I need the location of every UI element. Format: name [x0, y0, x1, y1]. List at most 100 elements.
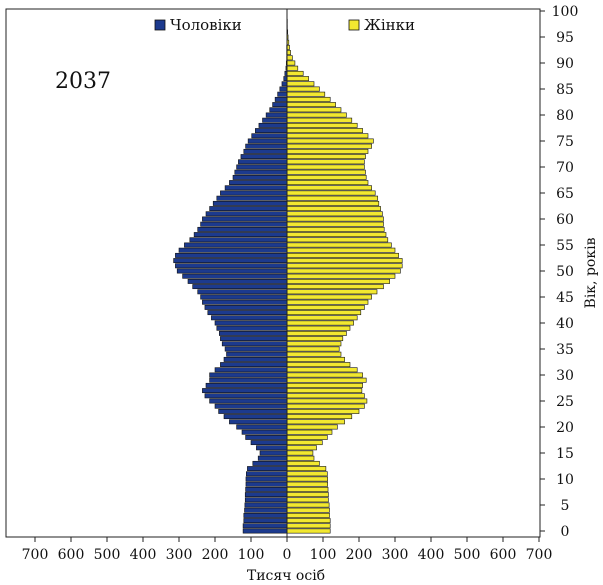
- bar-male-age-36: [221, 341, 288, 347]
- bar-male-age-67: [229, 180, 288, 186]
- bar-female-age-22: [286, 414, 353, 420]
- x-tick-label: 500: [94, 547, 121, 563]
- bar-female-age-35: [286, 346, 340, 352]
- bar-male-age-8: [245, 486, 288, 492]
- bar-female-age-78: [286, 122, 358, 128]
- x-tick-label: 400: [130, 547, 157, 563]
- bar-male-age-51: [175, 263, 288, 269]
- bar-female-age-14: [286, 455, 315, 461]
- bar-female-age-90: [286, 60, 296, 66]
- bar-female-age-41: [286, 315, 358, 321]
- bar-female-age-21: [286, 419, 345, 425]
- bar-female-age-24: [286, 403, 365, 409]
- bar-female-age-85: [286, 86, 320, 92]
- bar-male-age-21: [229, 419, 288, 425]
- x-tick-label: 400: [418, 547, 445, 563]
- y-tick-label: 0: [561, 524, 570, 540]
- bar-male-age-20: [236, 424, 288, 430]
- bar-male-age-22: [223, 414, 288, 420]
- bar-male-age-4: [244, 507, 288, 513]
- bar-male-age-29: [209, 377, 288, 383]
- bar-female-age-46: [286, 289, 378, 295]
- bar-male-age-74: [245, 143, 288, 149]
- bar-male-age-79: [262, 117, 288, 123]
- bar-female-age-16: [286, 445, 317, 451]
- bar-male-age-9: [245, 481, 288, 487]
- y-axis-ticks: 0 5 10 15 20 25 30 35 40 45 50 55 60 65 70 75 80 85 90 95 10…: [540, 4, 578, 540]
- bar-male-age-77: [255, 128, 288, 134]
- y-tick-label: 55: [556, 238, 574, 254]
- y-tick-label: 45: [556, 290, 574, 306]
- x-tick-label: 300: [382, 547, 409, 563]
- bar-male-age-34: [226, 351, 288, 357]
- bar-female-age-38: [286, 330, 347, 336]
- bar-male-age-2: [243, 518, 288, 524]
- bar-female-age-9: [286, 481, 328, 487]
- bar-male-age-7: [244, 492, 288, 498]
- bar-male-age-27: [202, 388, 288, 394]
- bar-male-age-72: [240, 154, 288, 160]
- bar-female-age-19: [286, 429, 333, 435]
- bar-female-age-80: [286, 112, 347, 118]
- bar-female-age-86: [286, 81, 315, 87]
- bar-male-age-45: [200, 294, 288, 300]
- legend-swatch-female: [348, 19, 360, 31]
- bar-male-age-25: [209, 398, 288, 404]
- y-tick-label: 25: [556, 394, 574, 410]
- bar-male-age-75: [247, 138, 288, 144]
- bar-male-age-44: [202, 299, 288, 305]
- bar-male-age-38: [219, 330, 288, 336]
- y-tick-label: 60: [556, 212, 574, 228]
- bar-female-age-87: [286, 76, 309, 82]
- x-tick-label: 200: [346, 547, 373, 563]
- bar-male-age-26: [204, 393, 288, 399]
- bar-female-age-58: [286, 226, 385, 232]
- bar-female-age-25: [286, 398, 368, 404]
- bar-female-age-88: [286, 70, 304, 76]
- bar-female-age-53: [286, 252, 399, 258]
- bar-female-age-10: [286, 476, 328, 482]
- x-tick-label: 600: [490, 547, 517, 563]
- year-annotation: 2037: [55, 69, 111, 94]
- bar-female-age-1: [286, 523, 331, 529]
- bar-female-age-84: [286, 91, 326, 97]
- bar-female-age-75: [286, 138, 374, 144]
- bar-male-age-15: [259, 450, 288, 456]
- bar-female-age-89: [286, 65, 299, 71]
- bar-male-age-10: [245, 476, 288, 482]
- y-tick-label: 90: [556, 56, 574, 72]
- bar-female-age-44: [286, 299, 369, 305]
- bar-male-age-71: [238, 159, 288, 165]
- bar-female-age-31: [286, 367, 358, 373]
- bar-female-age-71: [286, 159, 365, 165]
- bar-female-age-27: [286, 388, 363, 394]
- bar-male-age-53: [175, 252, 288, 258]
- legend-label-female: Жінки: [364, 16, 415, 34]
- y-tick-label: 30: [556, 368, 574, 384]
- y-tick-label: 20: [556, 420, 574, 436]
- bar-male-age-17: [250, 440, 288, 446]
- bar-female-age-76: [286, 133, 369, 139]
- bar-male-age-32: [220, 362, 288, 368]
- bar-female-age-5: [286, 502, 330, 508]
- bar-female-age-39: [286, 325, 351, 331]
- bar-female-age-37: [286, 336, 344, 342]
- bar-male-age-65: [220, 190, 288, 196]
- bar-male-age-40: [214, 320, 288, 326]
- bar-female-age-83: [286, 96, 331, 102]
- bar-female-age-50: [286, 268, 401, 274]
- bar-male-age-69: [234, 169, 288, 175]
- y-tick-label: 35: [556, 342, 574, 358]
- bar-male-age-76: [251, 133, 288, 139]
- bar-female-age-79: [286, 117, 353, 123]
- bar-male-age-39: [216, 325, 288, 331]
- y-tick-label: 10: [556, 472, 574, 488]
- bar-female-age-64: [286, 195, 379, 201]
- bar-female-age-59: [286, 221, 384, 227]
- bar-male-age-33: [223, 356, 288, 362]
- legend-label-male: Чоловіки: [170, 16, 242, 34]
- bar-female-age-47: [286, 284, 384, 290]
- bar-male-age-58: [197, 226, 288, 232]
- bar-female-age-43: [286, 304, 365, 310]
